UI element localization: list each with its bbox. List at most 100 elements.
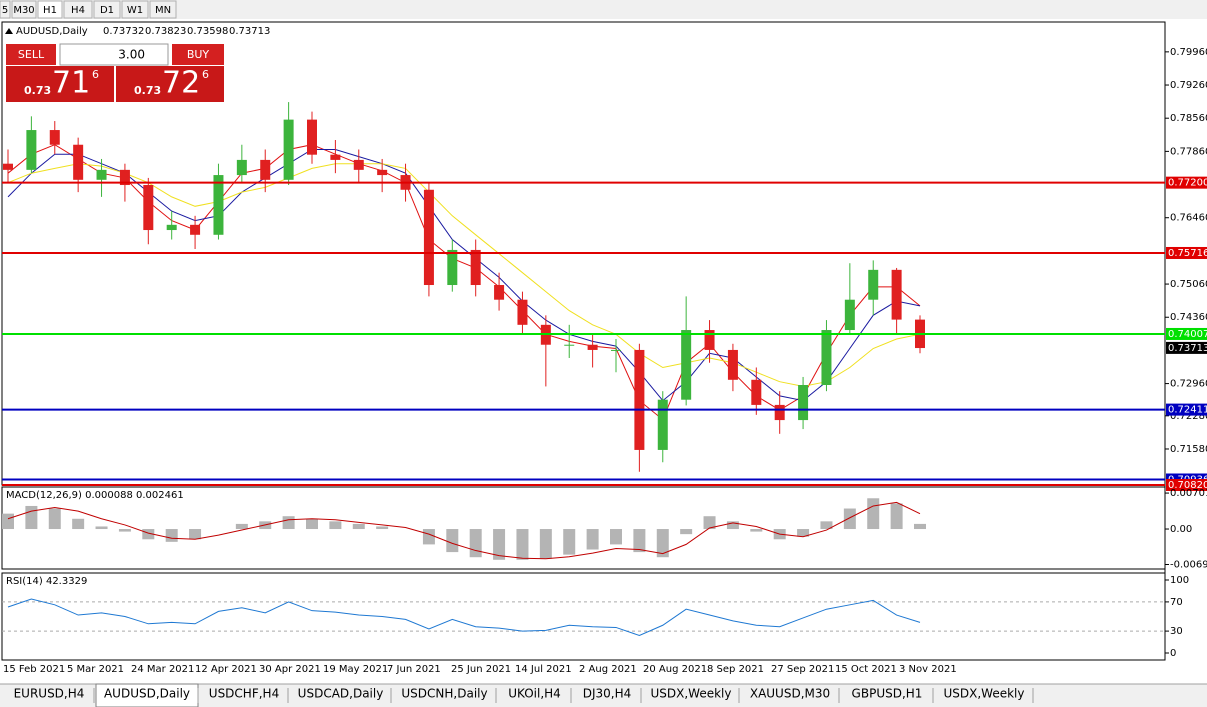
candle-body [774,404,785,421]
x-tick-label: 20 Aug 2021 [643,664,707,675]
candle-body [377,169,388,176]
tab[interactable] [841,686,933,706]
tab-label: USDCHF,H4 [209,687,279,701]
x-tick-label: 25 Jun 2021 [451,664,511,675]
x-tick-label: 2 Aug 2021 [579,664,637,675]
tab[interactable] [4,686,94,706]
panel-frame [1,572,1166,661]
macd-bar [516,529,529,560]
candle-body [330,154,341,160]
candle-body [73,144,84,180]
sell-button[interactable] [6,44,56,65]
macd-bar [586,529,599,550]
candle-body [190,224,201,235]
macd-bar [633,529,646,553]
timeframe-button[interactable] [37,0,63,19]
candle-body [307,119,317,155]
macd-bar [189,529,202,540]
macd-bar [797,529,810,537]
macd-bar [703,516,716,530]
level-label-bg [1166,246,1207,259]
ohlc-value: 0.73713 [229,26,270,37]
lots-value: 3.00 [118,48,145,62]
moving-average [7,163,921,387]
macd-bar [914,523,926,530]
buy-button[interactable] [172,44,224,65]
tab[interactable] [200,686,288,706]
macd-bar [843,508,856,530]
candle-body [704,330,715,350]
timeframe-button[interactable] [93,0,121,19]
tab[interactable] [498,686,571,706]
candle-body [727,349,738,380]
level-label: 0.75716 [1168,248,1207,259]
candle-body [260,159,271,180]
x-tick-label: 14 Jul 2021 [515,664,572,675]
tab[interactable] [935,686,1033,706]
lots-input[interactable] [59,43,169,66]
moving-average [7,144,921,421]
x-tick-label: 5 Mar 2021 [67,664,124,675]
candle-body [868,269,879,300]
ohlc-value: 0.73823 [145,26,186,37]
macd-bar [118,529,131,532]
candle-body [587,344,598,350]
tab[interactable] [573,686,641,706]
macd-bar [446,529,459,553]
price-sup: 6 [92,68,99,81]
tab-label: USDCAD,Daily [298,687,384,701]
tab[interactable] [393,686,496,706]
candle-body [236,159,247,176]
timeframe-button[interactable] [63,0,93,19]
x-tick-label: 3 Nov 2021 [899,664,957,675]
y-tick-label: 30 [1170,626,1183,637]
candle-body [821,330,832,386]
macd-bar [890,503,903,530]
candle-body [634,349,645,450]
macd-bar [95,526,108,530]
tab-label: USDX,Weekly [651,687,732,701]
timeframe-button[interactable] [121,0,149,19]
price-box[interactable] [6,66,114,102]
tab[interactable] [290,686,391,706]
timeframe-button[interactable] [0,0,11,19]
macd-bar [726,521,739,530]
timeframe-label: W1 [127,5,143,16]
tab-label: USDX,Weekly [944,687,1025,701]
macd-bar [376,526,389,530]
x-tick-label: 7 Jun 2021 [387,664,441,675]
timeframe-label: H4 [71,5,85,16]
candle-body [681,330,692,400]
timeframe-button[interactable] [11,0,37,19]
y-tick-label: 70 [1170,597,1183,608]
price-prefix: 0.73 [24,84,51,97]
level-label: 0.77200 [1168,178,1207,189]
toolbar-bg [0,0,1207,19]
timeframe-label: 5 [2,5,8,16]
x-tick-label: 24 Mar 2021 [131,664,194,675]
macd-bar [282,516,295,530]
macd-bar [656,529,669,558]
rsi-line [7,598,921,637]
tab[interactable] [741,686,839,706]
tab-label: GBPUSD,H1 [852,687,923,701]
candle-body [143,185,154,231]
timeframe-button[interactable] [149,0,177,19]
sell-label: SELL [18,48,45,61]
price-box[interactable] [116,66,224,102]
level-label-bg [1166,403,1207,416]
macd-bar [306,518,318,530]
macd-bar [469,529,482,558]
macd-bar [820,521,833,530]
macd-bar [72,518,85,530]
candle-body [611,349,621,351]
tab[interactable] [643,686,739,706]
level-label-bg [1166,479,1207,491]
